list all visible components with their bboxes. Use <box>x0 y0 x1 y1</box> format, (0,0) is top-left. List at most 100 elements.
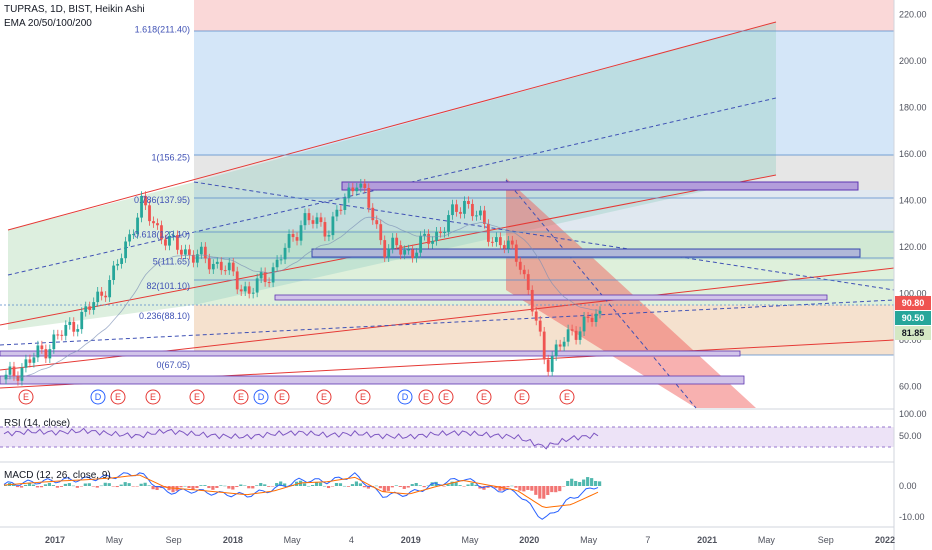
macd-histogram-bar <box>526 486 530 490</box>
macd-histogram-bar <box>414 483 418 486</box>
macd-histogram-bar <box>31 484 36 486</box>
macd-histogram-bar <box>442 486 446 487</box>
event-marker-dividend <box>397 389 413 405</box>
x-tick-label: Sep <box>166 535 182 545</box>
price-candle <box>211 263 215 270</box>
price-candle <box>475 215 478 217</box>
event-marker-earnings <box>514 389 530 405</box>
price-candle <box>295 237 299 241</box>
price-candle <box>518 261 522 270</box>
macd-line <box>3 472 599 520</box>
macd-histogram-bar <box>462 486 466 487</box>
price-candle <box>311 220 315 224</box>
macd-histogram-bar <box>326 486 331 489</box>
macd-histogram-bar <box>578 482 582 486</box>
price-candle <box>20 367 24 381</box>
macd-histogram-bar <box>586 477 590 486</box>
price-candle <box>219 261 223 271</box>
macd-histogram-bar <box>127 483 131 486</box>
event-marker-earnings <box>233 389 249 405</box>
macd-histogram-bar <box>530 486 534 491</box>
price-candle <box>411 249 415 258</box>
price-candle <box>339 209 343 211</box>
price-candle <box>36 345 40 358</box>
price-tags: 90.80 90.50 81.85 <box>895 296 931 340</box>
macd-pane-label: MACD (12, 26, close, 9) <box>4 470 111 481</box>
macd-histogram-bar <box>546 486 550 496</box>
event-marker-label: E <box>423 392 429 402</box>
price-candle <box>84 306 88 312</box>
price-candle <box>510 240 514 245</box>
price-candle <box>140 195 143 218</box>
support-box-4[interactable] <box>0 375 745 385</box>
price-candle <box>251 292 255 294</box>
rsi-band <box>0 427 894 447</box>
macd-histogram-bar <box>51 485 56 486</box>
price-candle <box>215 261 219 264</box>
macd-histogram-bar <box>550 486 554 493</box>
macd-histogram-bar <box>59 486 64 487</box>
rsi-tick-label: 50.00 <box>899 431 922 441</box>
macd-histogram-bar <box>554 486 558 493</box>
event-marker-label: E <box>279 392 285 402</box>
x-tick-label: 2022 <box>875 535 895 545</box>
macd-histogram-bar <box>354 481 359 486</box>
support-box-3[interactable] <box>0 350 741 357</box>
event-marker-dividend <box>90 389 106 405</box>
macd-histogram-bar <box>219 485 223 486</box>
price-candle <box>494 237 498 243</box>
price-candle <box>195 254 199 263</box>
macd-histogram-bar <box>55 486 60 488</box>
price-candle <box>116 263 120 266</box>
projection-zone <box>194 22 776 305</box>
fib-level-label: 0.618(123.10) <box>134 230 190 240</box>
macd-histogram-bar <box>4 485 8 486</box>
rsi-line <box>3 427 599 450</box>
macd-histogram-bar <box>103 482 107 486</box>
price-candle <box>60 334 64 336</box>
macd-histogram-bar <box>558 486 562 492</box>
event-marker-label: D <box>95 392 102 402</box>
chart-symbol-title: TUPRAS, 1D, BIST, Heikin Ashi <box>4 4 145 15</box>
macd-histogram-bar <box>211 486 215 490</box>
macd-histogram-bar <box>35 486 40 488</box>
support-box-2[interactable] <box>274 294 828 301</box>
macd-histogram-bar <box>303 483 307 486</box>
macd-histogram-bar <box>215 486 219 488</box>
price-candle <box>307 213 311 221</box>
macd-histogram-bar <box>99 485 103 487</box>
event-marker-earnings <box>189 389 205 405</box>
price-candle <box>582 316 586 332</box>
price-candle <box>315 217 319 224</box>
macd-histogram-bar <box>143 482 147 486</box>
macd-histogram-bar <box>123 482 127 486</box>
price-candle <box>363 183 367 188</box>
price-candle <box>351 187 355 192</box>
price-layer <box>4 178 602 386</box>
macd-histogram-bar <box>566 480 570 486</box>
price-candle <box>343 198 347 211</box>
price-tag-value: 81.85 <box>902 328 925 338</box>
x-tick-label: 2021 <box>697 535 717 545</box>
x-tick-label: 4 <box>349 535 354 545</box>
price-candle <box>88 306 92 310</box>
macd-histogram-bar <box>107 483 111 486</box>
macd-histogram-bar <box>19 486 24 488</box>
support-box[interactable] <box>311 248 861 258</box>
price-candle <box>223 270 227 272</box>
price-candle <box>387 248 391 258</box>
macd-histogram-bar <box>27 482 32 486</box>
price-candle <box>32 357 36 363</box>
price-candle <box>586 316 590 318</box>
resistance-box[interactable] <box>341 181 859 191</box>
fib-level-label: 0.786(137.95) <box>134 195 190 205</box>
macd-histogram-bar <box>275 483 279 486</box>
price-candle <box>471 203 474 217</box>
macd-histogram-bar <box>426 485 430 487</box>
y-tick-label: 220.00 <box>899 9 927 19</box>
price-candle <box>183 249 187 255</box>
price-tag-bg <box>895 326 931 340</box>
